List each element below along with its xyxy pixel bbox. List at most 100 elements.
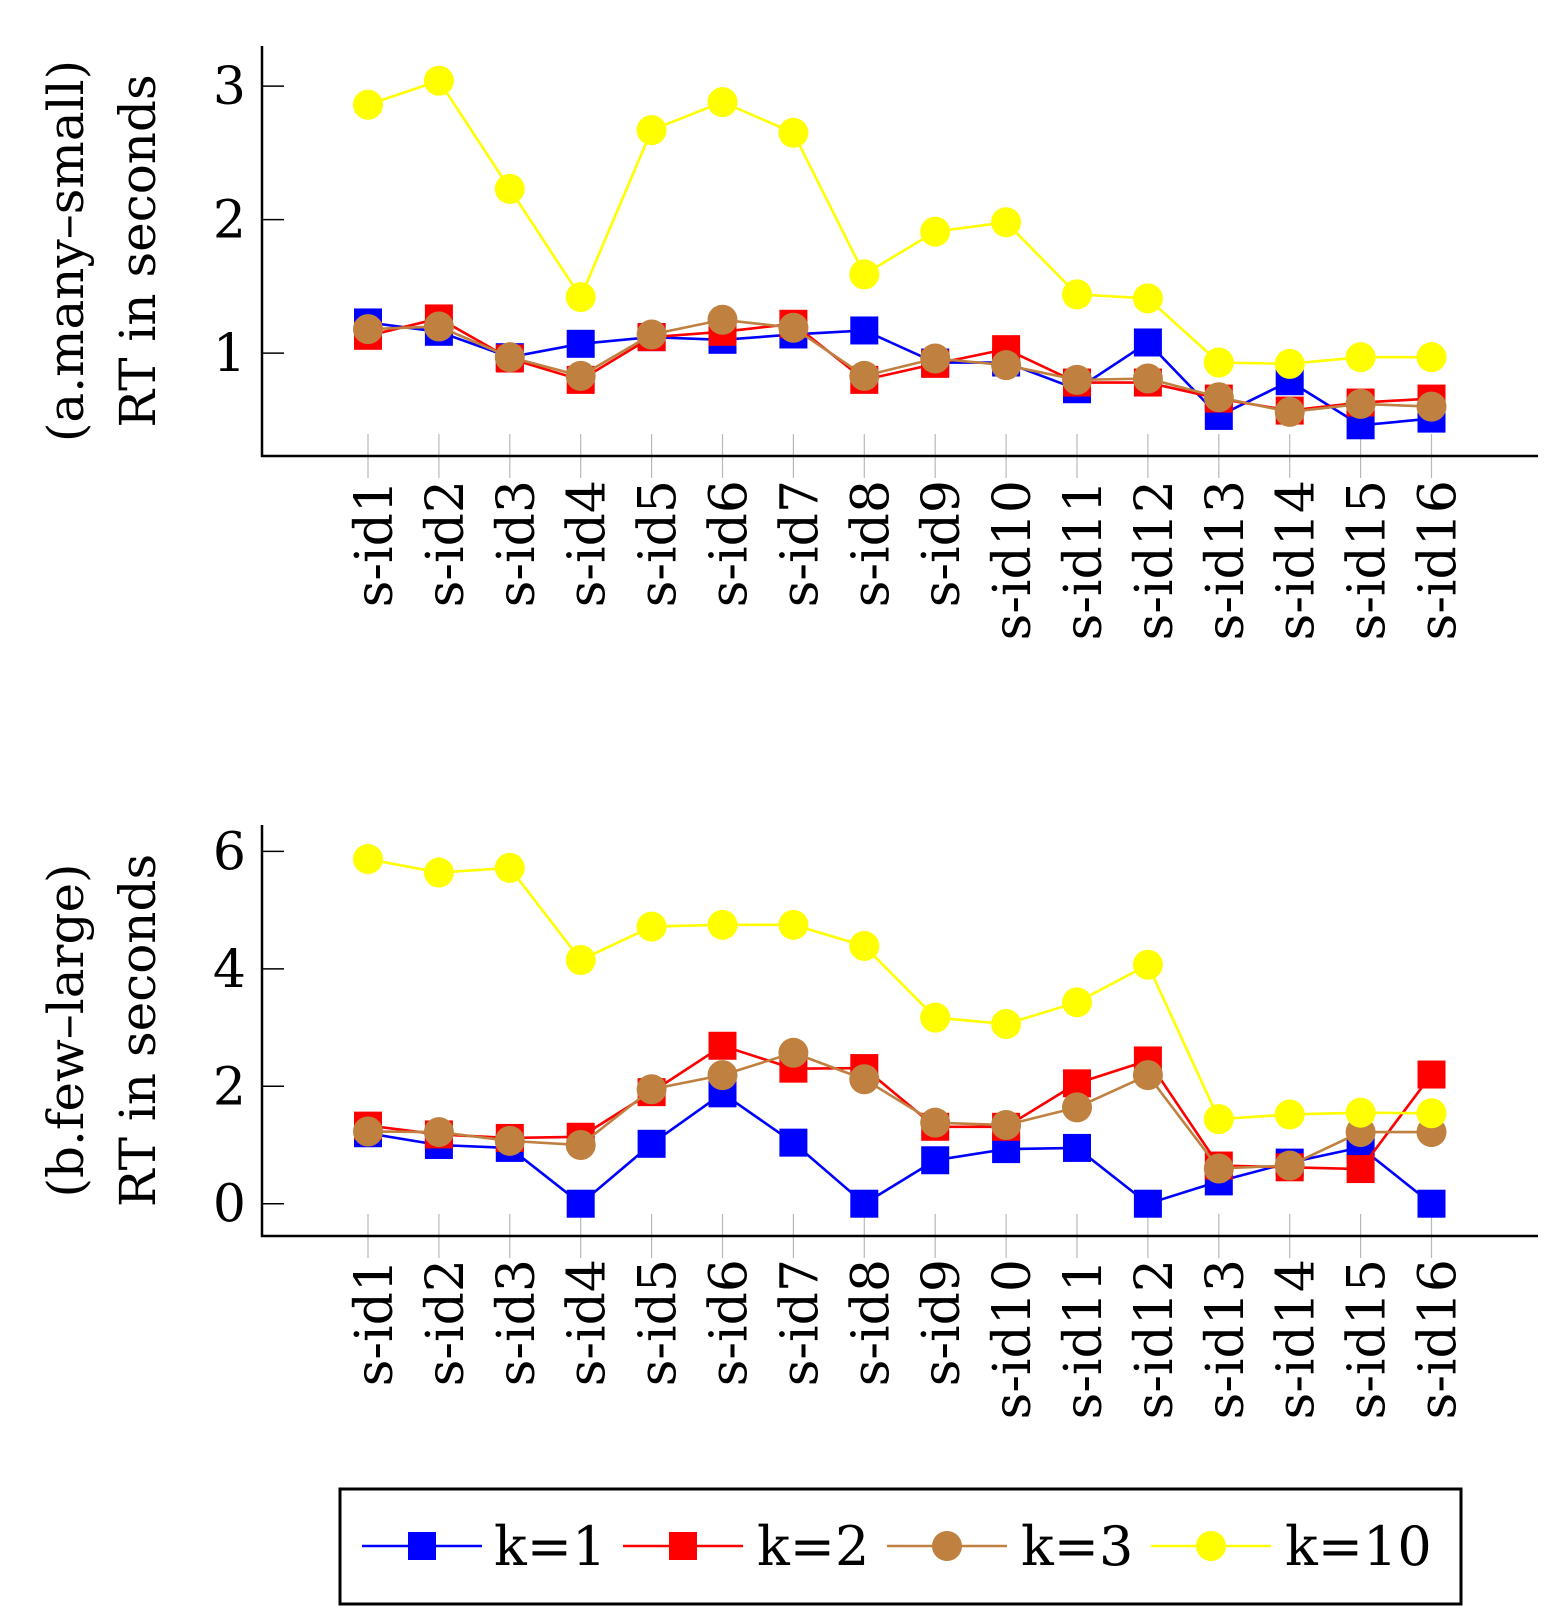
legend-entry-k1: k=1 [362, 1515, 606, 1578]
x-tick-label: s-id8 [841, 1259, 901, 1386]
data-point [920, 343, 951, 374]
legend-entry-k10: k=10 [1151, 1515, 1432, 1578]
data-point [494, 173, 525, 204]
data-point [778, 909, 809, 940]
data-point [849, 259, 880, 290]
x-tick-label: s-id9 [912, 480, 972, 607]
legend-label: k=1 [494, 1515, 606, 1578]
x-tick-label: s-id2 [416, 480, 476, 607]
data-point [353, 314, 383, 345]
legend-marker-square [408, 1532, 436, 1560]
y-tick-label: 2 [213, 191, 246, 251]
x-tick-label: s-id1 [345, 1259, 405, 1386]
data-point [920, 216, 951, 247]
x-tick-label: s-id10 [983, 1259, 1043, 1419]
y-tick-label: 6 [213, 822, 246, 882]
x-tick-label: s-id2 [416, 1259, 476, 1386]
data-point [565, 360, 596, 391]
data-point [1345, 342, 1376, 373]
data-point [991, 1110, 1022, 1141]
x-tick-label: s-id14 [1267, 1259, 1327, 1419]
series-k3 [353, 304, 1447, 427]
data-point [1203, 382, 1234, 413]
data-point [779, 1128, 808, 1157]
legend: k=1 k=2 k=3 k=10 [338, 1487, 1463, 1606]
data-point [1133, 328, 1162, 357]
data-point [636, 1074, 667, 1105]
data-point [1345, 388, 1376, 419]
data-point [423, 857, 454, 888]
x-tick-label: s-id9 [912, 1259, 972, 1386]
series-line [367, 321, 1432, 427]
legend-label: k=10 [1285, 1515, 1432, 1578]
data-point [636, 115, 667, 146]
data-point [1132, 363, 1163, 394]
x-tick-label: s-id6 [700, 480, 760, 607]
data-point [1062, 279, 1092, 310]
data-point [849, 930, 880, 961]
x-tick-label: s-id10 [983, 480, 1043, 640]
data-point [636, 911, 667, 942]
data-point [707, 87, 738, 118]
data-point [353, 1116, 383, 1147]
data-point [991, 350, 1022, 381]
data-point [494, 1125, 525, 1156]
x-tick-label: s-id11 [1054, 1259, 1114, 1419]
x-tick-label: s-id3 [487, 1259, 547, 1386]
x-tick-label: s-id16 [1409, 1259, 1469, 1419]
y-tick-label: 1 [213, 324, 246, 384]
data-point [1346, 1155, 1375, 1184]
x-tick-label: s-id13 [1196, 480, 1256, 640]
data-point [1416, 391, 1447, 422]
data-point [565, 1129, 596, 1160]
x-tick-label: s-id7 [770, 1259, 830, 1386]
data-point [849, 1064, 880, 1095]
legend-label: k=2 [757, 1515, 869, 1578]
legend-marker-square [669, 1532, 697, 1560]
x-tick-label: s-id4 [558, 1259, 618, 1386]
data-point [778, 1037, 809, 1068]
data-point [707, 1060, 738, 1091]
data-point [1203, 1104, 1234, 1135]
data-point [991, 1009, 1022, 1040]
data-point [423, 65, 454, 96]
data-point [423, 1117, 454, 1148]
series-line [367, 1091, 1433, 1206]
legend-marker-circle [1196, 1531, 1226, 1561]
data-point [1274, 396, 1305, 427]
axis-frame [260, 46, 1538, 458]
data-point [494, 342, 525, 373]
data-point [1345, 1097, 1376, 1128]
x-tick-label: s-id7 [770, 480, 830, 607]
data-point [566, 329, 595, 358]
data-point [1063, 1133, 1091, 1162]
data-point [353, 89, 383, 120]
series-line [367, 318, 1432, 414]
data-point [1062, 1092, 1092, 1123]
data-point [920, 1107, 951, 1138]
data-point [494, 852, 525, 883]
y-tick-label: 4 [213, 940, 246, 1000]
data-point [1062, 364, 1092, 395]
x-tick-label: s-id13 [1196, 1259, 1256, 1419]
y-tick-label: 2 [213, 1057, 246, 1117]
axis-frame [260, 825, 1538, 1238]
y-axis-label-line1: (b.few–large) [37, 863, 95, 1197]
data-point [921, 1146, 950, 1175]
x-tick-label: s-id3 [487, 480, 547, 607]
x-tick-label: s-id5 [629, 480, 689, 607]
y-axis-label-line2: RT in seconds [109, 74, 167, 427]
data-point [1132, 949, 1163, 980]
data-point [850, 1189, 879, 1218]
y-tick-label: 3 [213, 57, 246, 117]
x-tick-label: s-id6 [700, 1259, 760, 1386]
x-tick-label: s-id15 [1338, 480, 1398, 640]
data-point [423, 311, 454, 342]
data-point [1416, 1098, 1447, 1129]
data-point [1062, 987, 1092, 1018]
data-point [637, 1129, 666, 1158]
x-tick-label: s-id12 [1125, 480, 1185, 640]
